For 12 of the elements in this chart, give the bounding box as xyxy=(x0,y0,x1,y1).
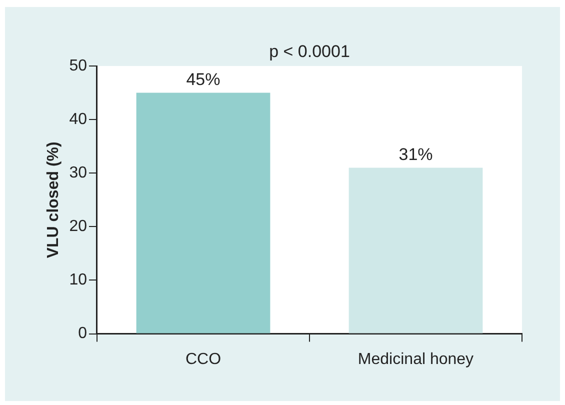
y-tick-label: 20 xyxy=(69,218,88,236)
x-tick-label: Medicinal honey xyxy=(358,350,474,368)
y-tick-label: 40 xyxy=(69,110,88,128)
y-tick-label: 10 xyxy=(69,272,88,289)
y-axis-title: VLU closed (%) xyxy=(45,142,62,258)
x-tick-label: CCO xyxy=(185,350,222,368)
data-label: 31% xyxy=(398,144,433,164)
y-tick-label: 0 xyxy=(78,325,88,342)
y-tick-label: 30 xyxy=(69,164,88,182)
y-tick-label: 50 xyxy=(69,57,88,74)
text: p < 0.0001 xyxy=(269,42,350,62)
data-label: 45% xyxy=(186,70,220,89)
